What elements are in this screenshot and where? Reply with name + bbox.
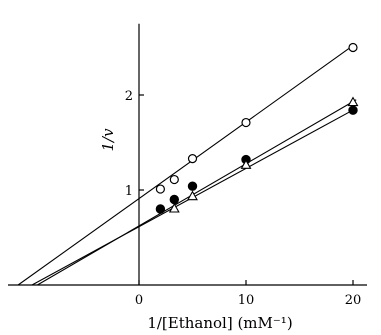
- point-filled-circle-1: [169, 194, 180, 205]
- data-points: [155, 42, 359, 214]
- y-tick-label-1: 1: [125, 184, 133, 199]
- x-tick-label-20: 20: [345, 293, 362, 308]
- axes: [8, 23, 367, 286]
- tick-labels: 0 10 20 1 2: [125, 89, 362, 308]
- point-open-triangle-3: [347, 96, 359, 107]
- point-open-circle-2: [187, 154, 198, 164]
- fit-line-open-triangle: [37, 99, 357, 286]
- y-axis-label: 1/v: [99, 128, 117, 152]
- point-open-circle-0: [155, 184, 165, 194]
- point-open-circle-4: [348, 42, 358, 53]
- fit-line-open-circle: [17, 45, 354, 286]
- point-open-triangle-1: [187, 190, 198, 201]
- point-open-circle-3: [241, 117, 251, 128]
- point-filled-circle-4: [348, 105, 358, 115]
- point-open-circle-1: [169, 174, 179, 185]
- x-axis-label: 1/[Ethanol] (mM⁻¹): [147, 314, 292, 332]
- y-tick-label-2: 2: [125, 89, 133, 104]
- point-open-triangle-2: [240, 159, 252, 169]
- point-open-triangle-0: [168, 202, 180, 213]
- x-tick-label-0: 0: [135, 293, 143, 308]
- point-filled-circle-0: [155, 204, 166, 214]
- point-filled-circle-2: [187, 181, 198, 191]
- x-tick-label-10: 10: [238, 293, 255, 308]
- fit-lines: [17, 45, 357, 286]
